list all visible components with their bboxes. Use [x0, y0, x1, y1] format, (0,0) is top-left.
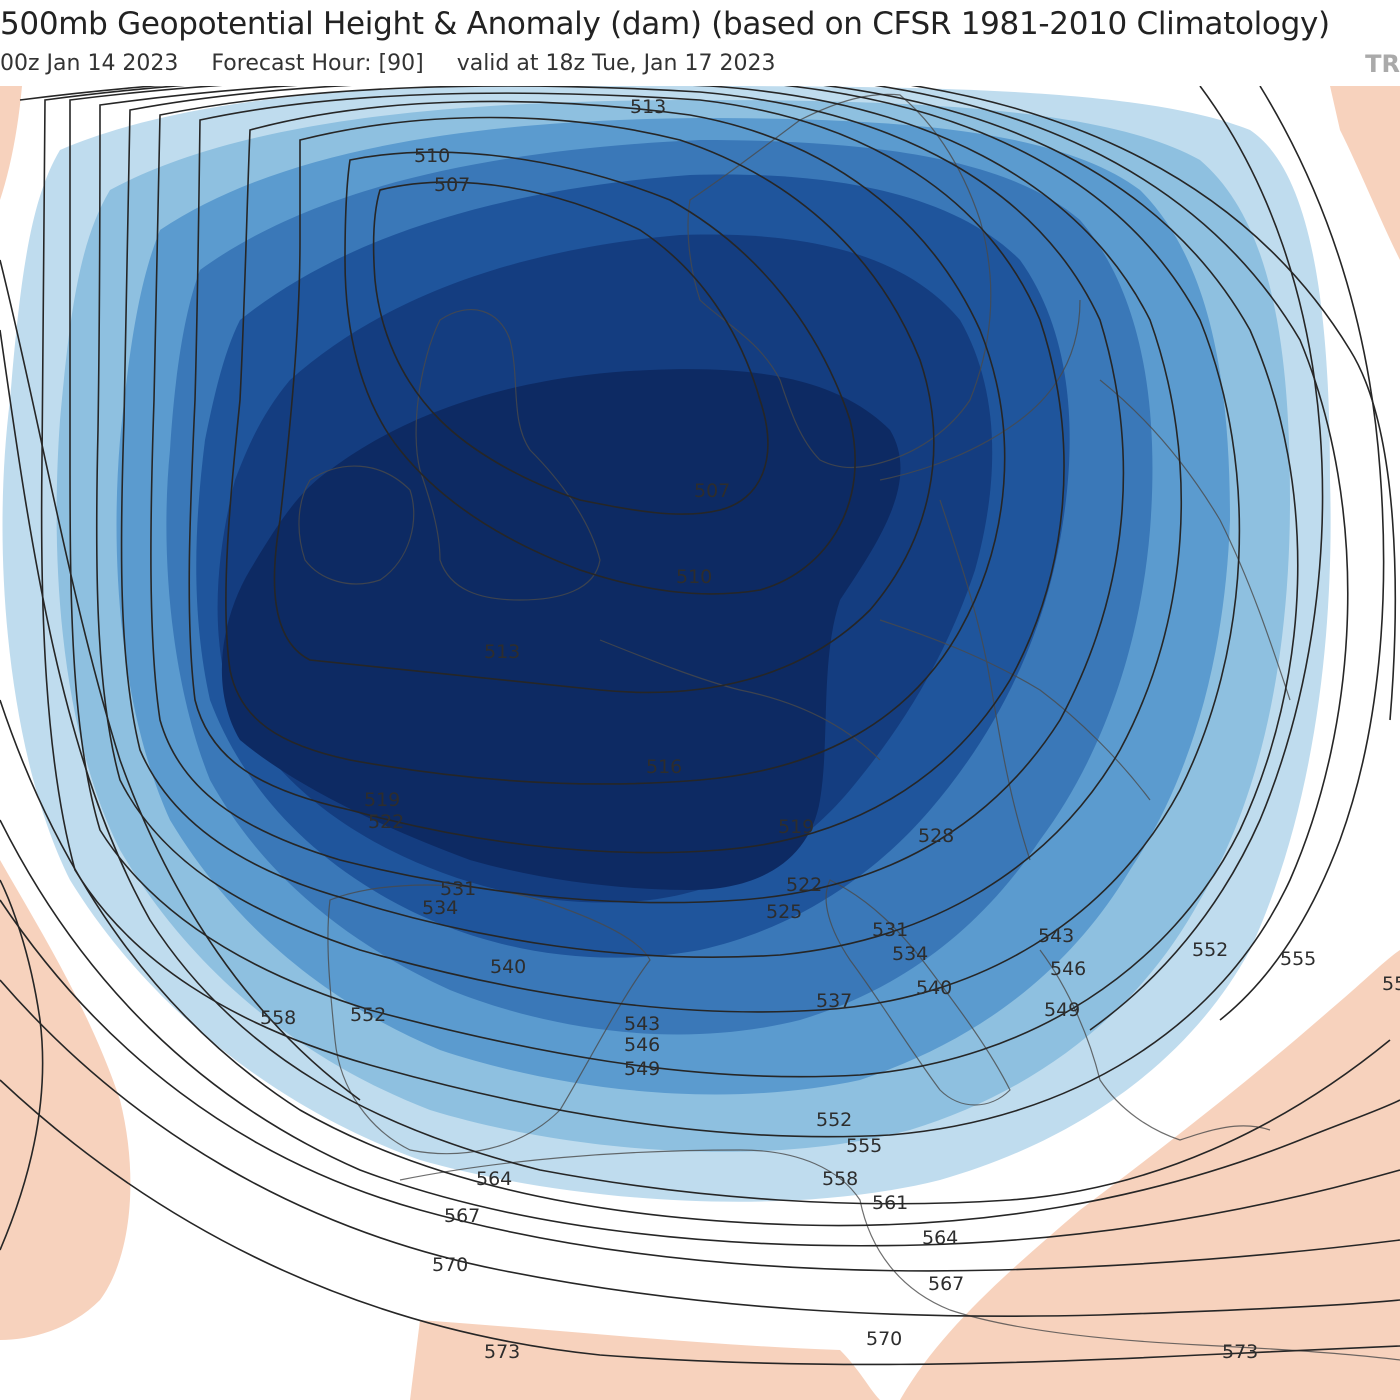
contour-570 [0, 979, 1400, 1317]
contour-label: 507 [434, 174, 470, 196]
contour-label: 519 [778, 816, 814, 838]
height-contours [0, 86, 1400, 1366]
contour-label: 573 [1222, 1341, 1258, 1363]
europe-border-3 [1099, 379, 1291, 701]
africa-coast [399, 1149, 1400, 1361]
contour-label: 543 [624, 1013, 660, 1035]
map-subtitle: 00z Jan 14 2023 Forecast Hour: [90] vali… [0, 51, 801, 76]
contour-label: 558 [822, 1168, 858, 1190]
contour-519 [188, 92, 1065, 854]
contour-label: 570 [432, 1254, 468, 1276]
contour-label: 561 [872, 1192, 908, 1214]
contour-label: 522 [368, 811, 404, 833]
contour-label: 564 [476, 1168, 512, 1190]
contour-label: 528 [918, 825, 954, 847]
anomaly-level-7 [221, 369, 901, 890]
contour-525 [120, 86, 1183, 959]
contour-label: 516 [646, 756, 682, 778]
contour-label: 570 [866, 1328, 902, 1350]
warm-anomaly-southeast [900, 950, 1400, 1400]
contour-label: 573 [484, 1341, 520, 1363]
contour-555 [19, 86, 1397, 721]
europe-border-4 [939, 499, 1031, 861]
contour-label: 564 [922, 1227, 958, 1249]
contour-label: 507 [694, 480, 730, 502]
contour-label: 537 [816, 990, 852, 1012]
contour-549 [40, 86, 1349, 1138]
contour-label: 567 [444, 1205, 480, 1227]
contour-label: 513 [484, 641, 520, 663]
contour-label: 531 [872, 919, 908, 941]
contour-label: 546 [1050, 958, 1086, 980]
warm-anomaly-northwest [0, 86, 22, 200]
ireland-coast [298, 465, 415, 585]
contour-507 [372, 181, 769, 515]
italy-coast [825, 879, 1011, 1106]
contour-label: 552 [350, 1004, 386, 1026]
uk-coast [415, 309, 601, 601]
contour-558 [0, 329, 1391, 1205]
balkans-coast [1039, 949, 1271, 1141]
contour-label: 510 [676, 566, 712, 588]
contour-label: 540 [916, 977, 952, 999]
contour-label: 55 [1382, 973, 1400, 995]
contour-label: 525 [766, 901, 802, 923]
contour-label: 552 [816, 1109, 852, 1131]
forecast-hour: Forecast Hour: [90] [211, 51, 424, 76]
contour-label: 555 [846, 1135, 882, 1157]
init-time: 00z Jan 14 2023 [0, 51, 179, 76]
contour-label: 543 [1038, 925, 1074, 947]
contour-567 [0, 899, 1400, 1272]
contour-label: 540 [490, 956, 526, 978]
contour-531 [95, 86, 1241, 1013]
contour-label: 546 [624, 1034, 660, 1056]
contour-522 [150, 86, 1125, 904]
positive-anomaly-fill [0, 86, 1400, 1400]
contour-label: 567 [928, 1273, 964, 1295]
contour-label: 519 [364, 789, 400, 811]
iberia-coast [327, 884, 651, 1155]
contour-label: 513 [630, 96, 666, 118]
contour-513 [273, 116, 935, 694]
anomaly-map: 513 510 507 507 510 513 516 519 522 519 … [0, 86, 1400, 1400]
header: 500mb Geopotential Height & Anomaly (dam… [0, 0, 1400, 86]
contour-east-1 [1089, 86, 1324, 1031]
contour-540 [69, 86, 1299, 1078]
europe-border-2 [879, 619, 1151, 801]
contour-573 [0, 1079, 1400, 1366]
contour-564 [0, 819, 1400, 1247]
contour-label: 534 [892, 943, 928, 965]
scandinavia-coast [687, 93, 992, 469]
contour-label: 549 [1044, 999, 1080, 1021]
contour-west-2 [0, 879, 44, 1251]
contour-label: 555 [1280, 948, 1316, 970]
warm-anomaly-south [410, 1320, 880, 1400]
map-title: 500mb Geopotential Height & Anomaly (dam… [0, 6, 1330, 42]
contour-510 [344, 151, 856, 595]
contour-label: 549 [624, 1058, 660, 1080]
baltic-coast [879, 299, 1081, 481]
contour-label: 534 [422, 897, 458, 919]
coastlines-borders [298, 93, 1400, 1361]
contour-561 [0, 699, 1400, 1227]
contour-label: 510 [414, 145, 450, 167]
contour-label: 522 [786, 874, 822, 896]
contour-label-group: 513 510 507 507 510 513 516 519 522 519 … [260, 96, 1400, 1363]
contour-label: 531 [440, 878, 476, 900]
contour-label: 558 [260, 1007, 296, 1029]
negative-anomaly-fill [2, 86, 1331, 1202]
contour-label: 552 [1192, 939, 1228, 961]
contour-west-1 [0, 259, 361, 1101]
contour-east-2 [1219, 86, 1385, 1021]
warm-anomaly-northeast [1330, 86, 1400, 260]
valid-time: valid at 18z Tue, Jan 17 2023 [456, 51, 776, 76]
europe-border-1 [599, 639, 881, 761]
watermark-logo: TR [1365, 50, 1400, 78]
contour-516 [225, 100, 1006, 785]
